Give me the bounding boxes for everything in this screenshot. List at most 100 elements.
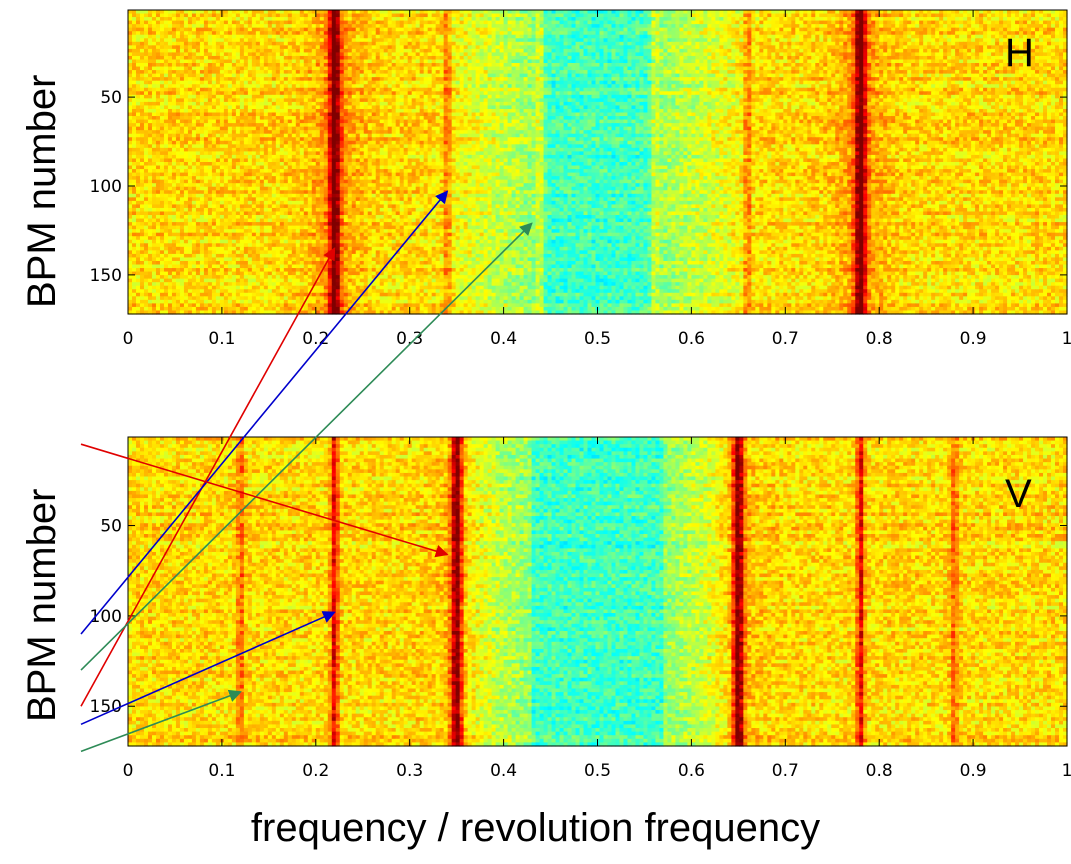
- heatmap-cell: [239, 80, 245, 85]
- heatmap-cell: [379, 20, 385, 25]
- heatmap-cell: [819, 24, 824, 29]
- heatmap-cell: [595, 38, 601, 43]
- heatmap-cell: [423, 13, 429, 18]
- heatmap-cell: [719, 66, 724, 71]
- heatmap-cell: [435, 38, 441, 43]
- heatmap-cell: [631, 45, 637, 50]
- heatmap-cell: [539, 45, 545, 50]
- heatmap-cell: [223, 84, 229, 89]
- heatmap-cell: [235, 59, 241, 64]
- heatmap-cell: [943, 73, 948, 78]
- heatmap-cell: [323, 48, 329, 54]
- heatmap-cell: [991, 59, 996, 64]
- heatmap-cell: [303, 66, 309, 71]
- heatmap-cell: [539, 41, 545, 46]
- heatmap-cell: [703, 38, 708, 43]
- heatmap-cell: [139, 41, 145, 46]
- heatmap-cell: [535, 77, 541, 82]
- heatmap-cell: [327, 13, 333, 18]
- heatmap-cell: [223, 63, 229, 68]
- heatmap-cell: [543, 73, 549, 78]
- heatmap-cell: [699, 52, 704, 57]
- heatmap-cell: [339, 73, 345, 78]
- heatmap-cell: [827, 48, 832, 54]
- heatmap-cell: [791, 24, 796, 29]
- heatmap-cell: [355, 80, 361, 85]
- heatmap-cell: [787, 48, 792, 54]
- heatmap-cell: [343, 70, 349, 75]
- heatmap-cell: [251, 59, 257, 64]
- heatmap-cell: [151, 80, 157, 85]
- heatmap-cell: [255, 52, 261, 57]
- heatmap-cell: [627, 10, 633, 15]
- heatmap-cell: [443, 27, 449, 32]
- heatmap-cell: [1023, 66, 1028, 71]
- heatmap-cell: [223, 31, 229, 36]
- heatmap-cell: [539, 20, 545, 25]
- heatmap-cell: [975, 13, 980, 18]
- heatmap-cell: [231, 63, 237, 68]
- heatmap-cell: [927, 77, 932, 82]
- heatmap-cell: [871, 59, 876, 64]
- heatmap-cell: [603, 73, 609, 78]
- heatmap-cell: [895, 48, 900, 54]
- heatmap-cell: [479, 70, 485, 75]
- heatmap-cell: [423, 52, 429, 57]
- heatmap-cell: [431, 52, 437, 57]
- heatmap-cell: [779, 38, 784, 43]
- heatmap-cell: [679, 66, 685, 71]
- heatmap-cell: [395, 52, 401, 57]
- heatmap-cell: [1015, 80, 1020, 85]
- heatmap-cell: [427, 31, 433, 36]
- heatmap-cell: [683, 31, 689, 36]
- heatmap-cell: [563, 52, 569, 57]
- heatmap-cell: [559, 66, 565, 71]
- heatmap-cell: [128, 45, 133, 50]
- heatmap-cell: [247, 41, 253, 46]
- heatmap-cell: [583, 48, 589, 54]
- heatmap-cell: [935, 70, 940, 75]
- heatmap-cell: [263, 66, 269, 71]
- heatmap-cell: [459, 77, 465, 82]
- heatmap-cell: [1011, 45, 1016, 50]
- heatmap-cell: [915, 80, 920, 85]
- heatmap-cell: [943, 20, 948, 25]
- heatmap-cell: [467, 31, 473, 36]
- heatmap-cell: [639, 70, 645, 75]
- heatmap-cell: [711, 27, 716, 32]
- heatmap-cell: [279, 77, 285, 82]
- heatmap-cell: [807, 77, 812, 82]
- heatmap-cell: [179, 41, 185, 46]
- heatmap-cell: [851, 38, 856, 43]
- heatmap-cell: [935, 48, 940, 54]
- heatmap-cell: [739, 27, 744, 32]
- heatmap-cell: [923, 55, 928, 61]
- heatmap-cell: [371, 41, 377, 46]
- heatmap-cell: [235, 41, 241, 46]
- heatmap-cell: [883, 70, 888, 75]
- heatmap-cell: [779, 59, 784, 64]
- heatmap-cell: [707, 38, 712, 43]
- heatmap-cell: [523, 59, 529, 64]
- heatmap-cell: [507, 80, 513, 85]
- heatmap-cell: [415, 77, 421, 82]
- heatmap-cell: [135, 66, 141, 71]
- heatmap-cell: [331, 84, 337, 89]
- heatmap-cell: [475, 52, 481, 57]
- heatmap-cell: [951, 34, 956, 39]
- heatmap-cell: [219, 45, 225, 50]
- heatmap-cell: [183, 59, 189, 64]
- heatmap-cell: [132, 66, 137, 71]
- heatmap-cell: [283, 59, 289, 64]
- heatmap-cell: [799, 20, 804, 25]
- heatmap-cell: [263, 38, 269, 43]
- heatmap-cell: [132, 31, 137, 36]
- heatmap-cell: [1055, 38, 1060, 43]
- heatmap-cell: [795, 52, 800, 57]
- heatmap-cell: [699, 73, 704, 78]
- heatmap-cell: [247, 38, 253, 43]
- heatmap-cell: [899, 27, 904, 32]
- heatmap-cell: [431, 27, 437, 32]
- heatmap-cell: [743, 20, 748, 25]
- heatmap-cell: [947, 59, 952, 64]
